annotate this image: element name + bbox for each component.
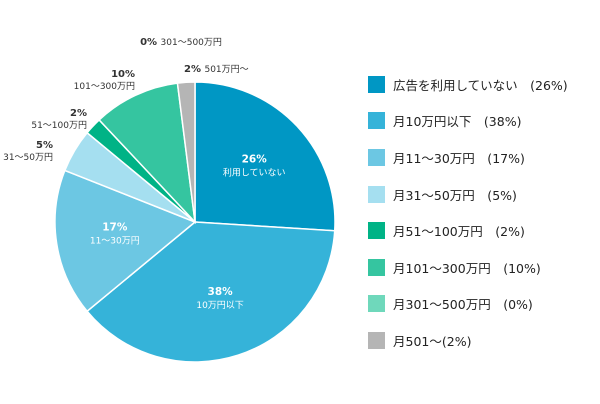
legend-swatch <box>368 222 385 240</box>
legend-item-s3: 月31〜50万円 (5%) <box>368 176 594 213</box>
legend-label: 月51〜100万円 (2%) <box>393 224 525 240</box>
slice-label: 10% 101〜300万円 <box>74 69 135 92</box>
slice-label-name: 10万円以下 <box>196 300 243 311</box>
legend-swatch <box>368 295 385 313</box>
legend-label: 月10万円以下 (38%) <box>393 114 522 130</box>
legend-item-s6: 月301〜500万円 (0%) <box>368 286 594 323</box>
legend-swatch <box>368 148 385 166</box>
slice-label-name: 501万円〜 <box>204 64 248 75</box>
slice-label-percent: 17% <box>102 222 128 234</box>
legend-swatch <box>368 185 385 203</box>
legend-swatch <box>368 75 385 93</box>
legend-item-s4: 月51〜100万円 (2%) <box>368 212 594 249</box>
slice-label-percent: 2% <box>184 64 204 75</box>
slice-label-percent: 26% <box>242 153 268 165</box>
slice-label-name: 利用していない <box>223 166 286 178</box>
slice-label: 0% 301〜500万円 <box>140 37 222 48</box>
slice-label-name: 301〜500万円 <box>161 37 222 48</box>
slice-label-name: 31〜50万円 <box>3 152 53 163</box>
legend: 広告を利用していない (26%) 月10万円以下 (38%) 月11〜30万円 (1… <box>368 66 594 359</box>
slice-label: 5% 31〜50万円 <box>3 140 53 163</box>
legend-item-s2: 月11〜30万円 (17%) <box>368 139 594 176</box>
pie-slice-s0 <box>194 81 336 232</box>
pie-slices <box>54 81 336 363</box>
slice-label-name: 51〜100万円 <box>31 120 87 131</box>
legend-label: 広告を利用していない (26%) <box>393 77 568 93</box>
slice-label-percent: 0% <box>140 37 160 48</box>
legend-label: 月101〜300万円 (10%) <box>393 260 541 276</box>
slice-label-name: 11〜30万円 <box>90 236 140 247</box>
slice-label-percent: 10% <box>111 69 135 80</box>
legend-label: 月301〜500万円 (0%) <box>393 297 533 313</box>
legend-label: 月501〜(2%) <box>393 333 472 349</box>
legend-item-s0: 広告を利用していない (26%) <box>368 66 594 103</box>
legend-item-s1: 月10万円以下 (38%) <box>368 103 594 140</box>
slice-label: 2% 501万円〜 <box>184 64 249 75</box>
legend-swatch <box>368 112 385 130</box>
legend-item-s7: 月501〜(2%) <box>368 322 594 359</box>
slice-label-percent: 2% <box>70 108 87 119</box>
slice-label-name: 101〜300万円 <box>74 81 135 92</box>
slice-label: 26%利用していない <box>223 153 286 178</box>
slice-label: 38% 10万円以下 <box>196 286 243 311</box>
pie-slice-s1 <box>86 221 336 363</box>
legend-item-s5: 月101〜300万円 (10%) <box>368 249 594 286</box>
legend-label: 月11〜30万円 (17%) <box>393 150 525 166</box>
legend-swatch <box>368 331 385 349</box>
slice-label-percent: 38% <box>208 286 234 298</box>
slice-label: 17% 11〜30万円 <box>90 222 140 247</box>
legend-label: 月31〜50万円 (5%) <box>393 187 517 203</box>
slice-label: 2% 51〜100万円 <box>31 108 87 131</box>
legend-swatch <box>368 258 385 276</box>
pie-slice-s2 <box>54 169 197 313</box>
pie-slice-s5 <box>98 82 197 225</box>
slice-label-percent: 5% <box>36 140 53 151</box>
pie-slice-s7 <box>176 81 196 223</box>
